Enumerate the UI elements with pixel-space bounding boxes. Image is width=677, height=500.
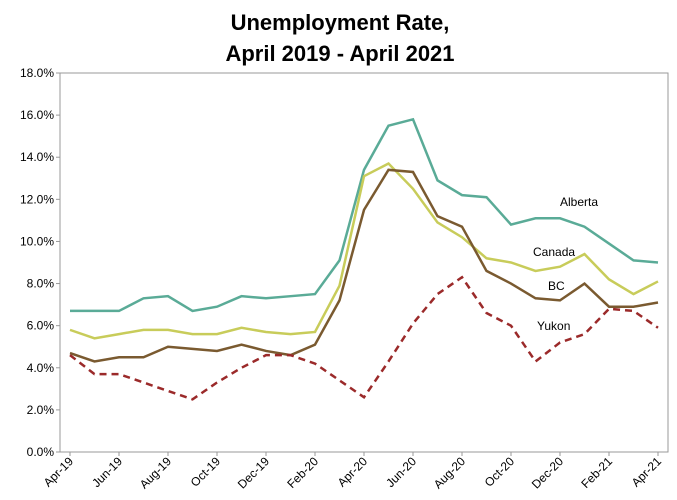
x-tick-label: Aug-20	[431, 454, 468, 491]
series-line	[69, 162, 659, 340]
x-tick-label: Apr-19	[41, 454, 77, 490]
chart-title: April 2019 - April 2021	[225, 41, 454, 66]
y-tick-label: 14.0%	[20, 150, 54, 164]
x-tick-label: Apr-21	[629, 454, 665, 490]
series-line	[70, 117, 659, 313]
series-label: BC	[548, 279, 565, 293]
x-tick-label: Feb-21	[578, 454, 615, 491]
x-tick-label: Dec-19	[235, 454, 272, 491]
y-tick-label: 4.0%	[27, 361, 55, 375]
series-line	[69, 275, 659, 401]
chart-title: Unemployment Rate,	[231, 10, 450, 35]
y-tick-label: 8.0%	[27, 277, 55, 291]
x-tick-label: Apr-20	[335, 454, 371, 490]
y-tick-label: 0.0%	[27, 445, 55, 459]
y-tick-label: 10.0%	[20, 234, 54, 248]
x-tick-label: Aug-19	[137, 454, 174, 491]
y-tick-label: 16.0%	[20, 108, 54, 122]
y-tick-label: 18.0%	[20, 66, 54, 80]
y-tick-label: 2.0%	[27, 403, 55, 417]
series-line	[69, 168, 659, 363]
series-label: Yukon	[537, 319, 570, 333]
x-tick-label: Oct-20	[482, 454, 518, 490]
series-label: Canada	[533, 245, 575, 259]
series-label: Alberta	[560, 195, 598, 209]
x-tick-label: Oct-19	[188, 454, 224, 490]
x-tick-label: Jun-20	[383, 454, 419, 490]
y-tick-label: 6.0%	[27, 319, 55, 333]
y-tick-label: 12.0%	[20, 192, 54, 206]
x-tick-label: Dec-20	[529, 454, 566, 491]
x-tick-label: Jun-19	[89, 454, 125, 490]
x-tick-label: Feb-20	[284, 454, 321, 491]
